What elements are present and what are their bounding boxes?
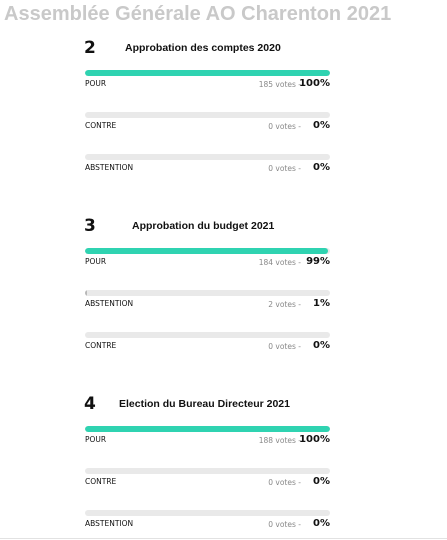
progress-bar	[85, 426, 330, 432]
page-title: Assemblée Générale AO Charenton 2021	[4, 3, 392, 25]
progress-track	[85, 510, 330, 516]
vote-count: 0 votes -	[268, 520, 301, 529]
resolution-title: Approbation du budget 2021	[132, 220, 275, 232]
vote-count: 0 votes -	[268, 122, 301, 131]
vote-count: 0 votes -	[268, 164, 301, 173]
vote-percent: 1%	[313, 298, 330, 309]
option-label: CONTRE	[85, 121, 117, 130]
progress-bar	[85, 248, 328, 254]
progress-track	[85, 290, 330, 296]
option-label: CONTRE	[85, 477, 117, 486]
vote-count: 2 votes -	[268, 300, 301, 309]
progress-track	[85, 154, 330, 160]
progress-track	[85, 112, 330, 118]
progress-track	[85, 468, 330, 474]
progress-track	[85, 426, 330, 432]
progress-track	[85, 70, 330, 76]
option-label: CONTRE	[85, 341, 117, 350]
resolution-number: 2	[84, 38, 96, 58]
vote-percent: 0%	[313, 162, 330, 173]
option-label: POUR	[85, 435, 107, 444]
vote-percent: 0%	[313, 518, 330, 529]
vote-count: 0 votes -	[268, 342, 301, 351]
resolution-number: 3	[84, 216, 96, 236]
vote-percent: 0%	[313, 120, 330, 131]
resolution-number: 4	[84, 394, 96, 414]
vote-count: 0 votes -	[268, 478, 301, 487]
option-label: POUR	[85, 79, 107, 88]
vote-percent: 100%	[299, 434, 330, 445]
vote-percent: 0%	[313, 476, 330, 487]
vote-count: 185 votes -	[258, 80, 301, 89]
vote-percent: 100%	[299, 78, 330, 89]
progress-bar	[85, 290, 88, 296]
progress-track	[85, 332, 330, 338]
vote-percent: 0%	[313, 340, 330, 351]
option-label: POUR	[85, 257, 107, 266]
resolution-title: Approbation des comptes 2020	[125, 42, 281, 54]
option-label: ABSTENTION	[85, 299, 134, 308]
vote-percent: 99%	[306, 256, 330, 267]
progress-bar	[85, 70, 330, 76]
divider	[0, 538, 447, 539]
resolution-title: Election du Bureau Directeur 2021	[119, 398, 290, 410]
vote-count: 184 votes -	[258, 258, 301, 267]
vote-count: 188 votes -	[258, 436, 301, 445]
option-label: ABSTENTION	[85, 519, 134, 528]
progress-track	[85, 248, 330, 254]
option-label: ABSTENTION	[85, 163, 134, 172]
